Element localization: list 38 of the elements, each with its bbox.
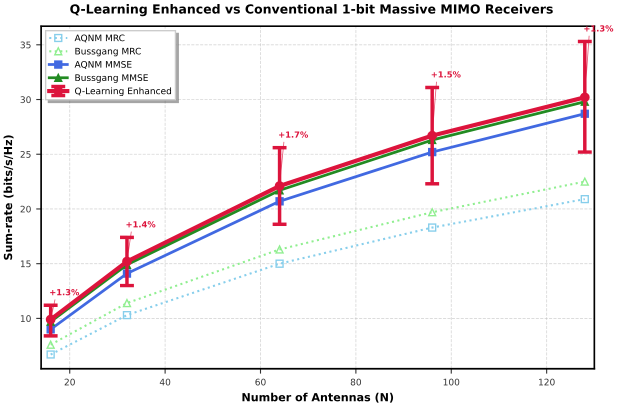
y-tick-label: 25 [20, 150, 31, 158]
legend-label: AQNM MRC [74, 34, 124, 42]
point [428, 208, 436, 216]
point [275, 245, 284, 254]
chart-title: Q-Learning Enhanced vs Conventional 1-bit Massive MIMO Receivers [70, 4, 553, 16]
y-tick-label: 15 [20, 260, 31, 268]
point [428, 223, 436, 232]
annotation: +1.4% [126, 221, 156, 228]
legend-label: AQNM MMSE [74, 60, 132, 69]
x-axis-title: Number of Antennas (N) [242, 392, 394, 403]
y-axis-title: Sum-rate (bits/s/Hz) [4, 135, 14, 260]
y-tick-label: 30 [20, 96, 31, 104]
annotation: +1.5% [432, 71, 461, 78]
point [46, 350, 55, 359]
x-tick-label: 100 [444, 378, 460, 386]
point [46, 340, 55, 349]
point [580, 177, 589, 186]
y-tick-label: 10 [20, 315, 31, 322]
point [274, 181, 284, 191]
point [122, 310, 132, 320]
x-tick-label: 40 [160, 378, 170, 386]
point [580, 92, 590, 102]
point [580, 194, 589, 204]
x-tick-label: 60 [255, 378, 266, 386]
point [122, 298, 132, 308]
y-tick-label: 35 [20, 42, 31, 48]
legend-label: Q-Learning Enhanced [75, 87, 172, 96]
x-tick-label: 20 [64, 378, 75, 386]
x-tick-label: 120 [539, 378, 555, 386]
point [427, 130, 438, 140]
annotation: +1.7% [279, 131, 308, 138]
annotation: +1.3% [50, 289, 80, 296]
legend-label: Bussgang MRC [75, 48, 141, 56]
point [275, 260, 284, 268]
legend-label: Bussgang MMSE [75, 74, 148, 83]
y-tick-label: 20 [20, 206, 31, 213]
x-tick-label: 80 [350, 378, 362, 386]
point [122, 256, 132, 266]
